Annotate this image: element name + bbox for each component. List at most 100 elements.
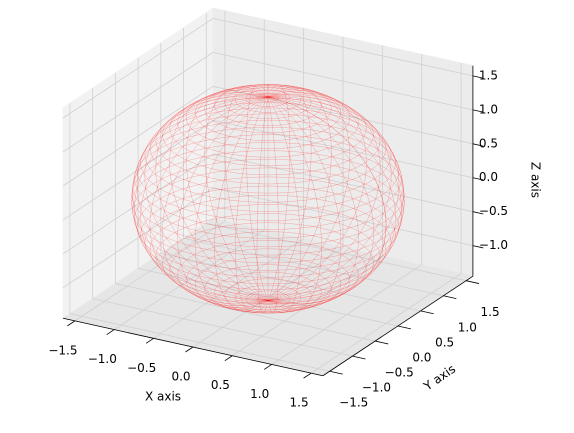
tick-mark — [420, 310, 434, 315]
tick-mark — [145, 337, 154, 344]
x-tick-label: 0.5 — [211, 378, 230, 392]
x-tick-label: 1.5 — [290, 396, 309, 410]
tick-mark — [375, 340, 389, 345]
tick-mark — [264, 364, 272, 370]
wireframe-meridian — [224, 85, 269, 301]
wireframe-meridian — [267, 96, 322, 312]
wireframe-meridian — [267, 88, 351, 301]
wireframe-meridian — [169, 90, 269, 301]
z-tick-label: 0.0 — [479, 170, 498, 184]
y-tick-label: 0.0 — [412, 350, 431, 364]
wireframe-latitude — [155, 97, 381, 185]
wireframe-latitude — [194, 256, 342, 314]
wireframe-meridian — [132, 96, 269, 301]
wireframe-latitude — [235, 284, 301, 311]
wireframe-latitude — [224, 278, 312, 313]
wireframe-meridian — [267, 96, 404, 301]
wireframe-meridian — [267, 96, 342, 311]
grid-line — [213, 85, 473, 145]
wireframe-latitude — [256, 295, 280, 305]
y-tick-label: 1.5 — [481, 305, 500, 319]
wireframe-meridian — [267, 96, 387, 305]
grid-line — [183, 237, 444, 297]
grid-line — [206, 222, 467, 282]
wireframe-latitude — [134, 167, 402, 271]
wireframe-latitude — [162, 222, 374, 304]
grid-line — [69, 313, 330, 372]
y-tick-label: 1.0 — [458, 320, 477, 334]
wireframe-latitude — [177, 87, 359, 158]
wireframe-latitude — [131, 142, 405, 248]
tick-mark — [106, 329, 115, 335]
wireframe-latitude — [136, 176, 400, 278]
x-tick-label: −0.5 — [127, 361, 156, 375]
grid-line — [92, 298, 353, 357]
tick-mark — [224, 355, 233, 362]
wireframe-latitude — [177, 240, 359, 310]
grid-line — [62, 187, 214, 289]
wireframe-latitude — [144, 107, 392, 203]
tick-mark — [329, 370, 343, 375]
wireframe-meridian — [140, 96, 269, 303]
tick-mark — [472, 211, 484, 215]
wireframe-meridian — [149, 96, 269, 305]
wireframe-meridian — [214, 96, 269, 312]
y-tick-label: −1.5 — [339, 396, 368, 410]
tick-mark — [472, 177, 484, 181]
z-tick-label: 1.0 — [479, 102, 498, 116]
wireframe-latitude — [169, 90, 367, 167]
tick-mark — [443, 295, 457, 300]
grid-line — [62, 119, 214, 221]
tick-mark — [67, 320, 76, 327]
tick-mark — [352, 355, 366, 360]
wireframe-latitude — [149, 204, 387, 296]
wireframe-meridian — [267, 96, 396, 303]
tick-mark — [303, 372, 312, 379]
wireframe-meridian — [267, 86, 332, 301]
grid-line — [213, 187, 473, 247]
grid-line — [213, 153, 473, 213]
wireframe-meridian — [155, 92, 269, 301]
x-axis-label: X axis — [145, 390, 181, 404]
wireframe-meridian — [267, 96, 387, 305]
wireframe-meridian — [245, 84, 269, 301]
wireframe-latitude — [140, 113, 396, 212]
wireframe-latitude — [245, 290, 291, 308]
tick-mark — [472, 143, 484, 147]
grid-line — [213, 119, 473, 179]
grid-line — [213, 18, 473, 77]
wireframe-latitude — [185, 85, 351, 150]
y-tick-label: −0.5 — [385, 366, 414, 380]
wireframe-meridian — [235, 96, 269, 313]
wireframe-latitude — [131, 150, 405, 256]
wireframe-meridian — [267, 90, 367, 301]
wireframe-latitude — [235, 87, 301, 113]
x-tick-label: 1.0 — [250, 387, 269, 401]
tick-mark — [472, 109, 484, 113]
wireframe-latitude — [155, 213, 381, 300]
y-tick-label: 0.5 — [435, 335, 454, 349]
wireframe-meridian — [267, 92, 381, 301]
wireframe-meridian — [267, 96, 280, 314]
wireframe-meridian — [267, 85, 312, 301]
z-tick-label: −1.0 — [479, 238, 508, 252]
y-axis-line — [322, 275, 474, 377]
z-tick-label: −0.5 — [479, 204, 508, 218]
grid-line — [138, 268, 398, 327]
wireframe-meridian — [267, 96, 405, 301]
wireframe-latitude — [194, 84, 342, 141]
wireframe-latitude — [256, 92, 280, 102]
grid-line — [62, 52, 214, 153]
z-tick-label: 0.5 — [479, 136, 498, 150]
wireframe-latitude — [162, 93, 374, 176]
wireframe-latitude — [204, 84, 332, 134]
tick-mark — [472, 75, 484, 79]
wireframe-meridian — [267, 95, 400, 301]
wireframe-meridian — [177, 96, 269, 309]
x-tick-label: 0.0 — [171, 370, 190, 384]
wireframe-meridian — [267, 96, 374, 307]
x-axis-line — [63, 317, 323, 377]
wireframe-meridian — [267, 94, 392, 301]
grid-line — [160, 252, 421, 312]
